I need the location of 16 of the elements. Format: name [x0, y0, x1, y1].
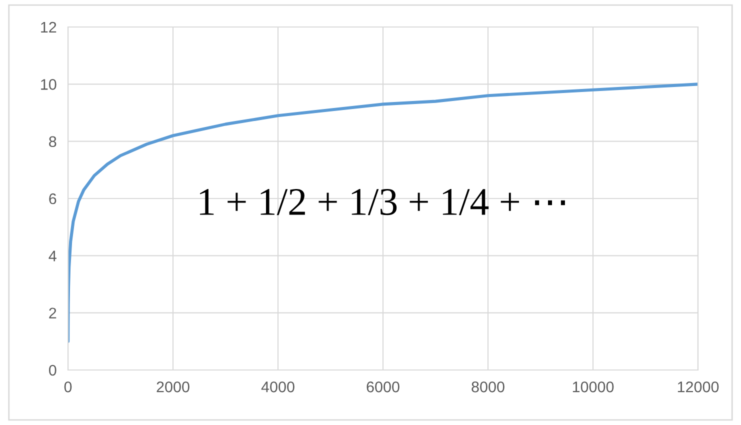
y-tick-label: 6 [49, 193, 56, 204]
x-tick-label: 4000 [261, 382, 294, 392]
annotation: 1 + 1/2 + 1/3 + 1/4 + ⋯ [200, 188, 565, 216]
y-tick-label: 12 [41, 22, 56, 33]
x-tick-label: 0 [64, 382, 72, 392]
x-tick-label: 12000 [678, 382, 719, 392]
y-tick-label: 2 [49, 308, 56, 318]
y-tick-label: 10 [41, 79, 56, 90]
x-tick-label: 10000 [572, 382, 614, 392]
x-tick-label: 8000 [472, 382, 504, 392]
y-tick-label: 0 [48, 364, 56, 376]
line-series [68, 82, 698, 343]
y-tick-label: 4 [48, 250, 56, 262]
x-tick-label: 6000 [366, 382, 400, 392]
x-tick-label: 2000 [156, 382, 190, 392]
y-tick-label: 8 [49, 136, 56, 148]
